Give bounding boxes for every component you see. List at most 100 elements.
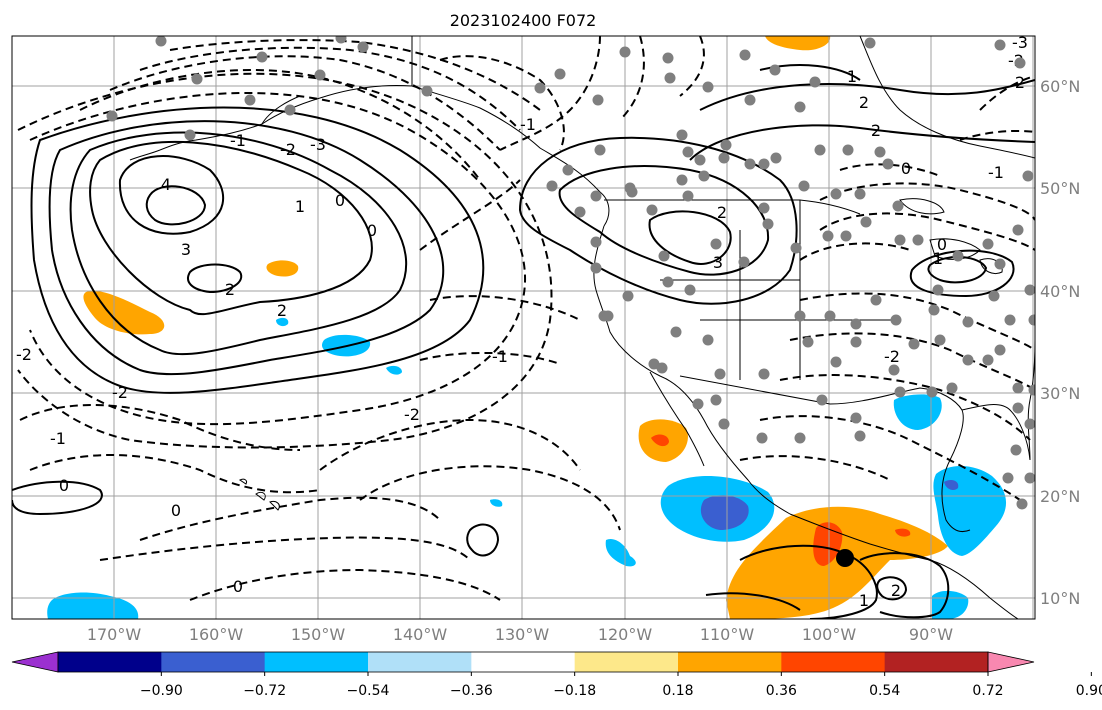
anomaly-shading	[47, 36, 1007, 619]
station-dot	[314, 69, 326, 81]
contour-label: 2	[717, 203, 727, 222]
station-dot	[602, 310, 614, 322]
station-dot	[1012, 402, 1024, 414]
station-dot	[656, 362, 668, 374]
map-panel: 4 3 2 1 0 -1 -2 -3 0 2 2 3 1 2 0 -1 0 1 …	[11, 33, 1036, 620]
lon-label: 170°W	[87, 625, 142, 644]
station-dot	[106, 110, 118, 122]
lon-label: 110°W	[700, 625, 755, 644]
station-dot	[762, 218, 774, 230]
contour-label: 3	[713, 253, 723, 272]
positive-anomaly-region	[651, 434, 669, 447]
station-dot	[676, 174, 688, 186]
station-dot	[710, 394, 722, 406]
station-dot	[892, 200, 904, 212]
lat-label: 40°N	[1040, 282, 1080, 301]
station-dot	[816, 394, 828, 406]
station-dot	[191, 73, 203, 85]
station-dot	[850, 336, 862, 348]
station-dot	[357, 41, 369, 53]
station-dot	[946, 382, 958, 394]
station-dot	[714, 368, 726, 380]
colorbar-label: −0.36	[450, 683, 493, 699]
station-dot	[824, 310, 836, 322]
contour-label: 1	[933, 249, 943, 268]
latitude-labels: 60°N 50°N 40°N 30°N 20°N 10°N	[1040, 77, 1080, 608]
station-dot	[982, 238, 994, 250]
contour-label: 0	[901, 159, 911, 178]
station-dot	[794, 432, 806, 444]
contour-label: 0	[335, 191, 345, 210]
lat-label: 10°N	[1040, 589, 1080, 608]
colorbar-segment	[368, 652, 472, 672]
station-dot	[850, 318, 862, 330]
negative-anomaly-region	[944, 480, 959, 490]
station-dot	[1014, 57, 1026, 69]
colorbar-extension-high	[987, 651, 1035, 673]
positive-contours	[12, 64, 1035, 619]
station-dot	[842, 144, 854, 156]
lat-label: 60°N	[1040, 77, 1080, 96]
longitude-labels: 170°W 160°W 150°W 140°W 130°W 120°W 110°…	[87, 625, 953, 644]
colorbar-segment	[678, 652, 782, 672]
observation-stations	[106, 36, 1035, 510]
station-dot	[718, 418, 730, 430]
negative-anomaly-region	[47, 592, 139, 619]
contour-label: -2	[404, 405, 420, 424]
station-dot	[590, 190, 602, 202]
contour-label: 2	[859, 93, 869, 112]
contour-label: -2	[280, 140, 296, 159]
station-dot	[662, 276, 674, 288]
contour-label: 0	[59, 476, 69, 495]
negative-anomaly-region	[893, 394, 942, 430]
contour-label: 1	[859, 591, 869, 610]
station-dot	[670, 326, 682, 338]
station-dot	[684, 284, 696, 296]
station-dot	[894, 234, 906, 246]
lat-label: 30°N	[1040, 384, 1080, 403]
positive-anomaly-region	[895, 528, 911, 537]
station-dot	[1028, 384, 1035, 396]
contour-label: -3	[310, 135, 326, 154]
station-dot	[184, 129, 196, 141]
colorbar-label: 0.36	[766, 683, 797, 699]
colorbar-segment	[264, 652, 369, 672]
lon-label: 160°W	[189, 625, 244, 644]
station-dot	[622, 290, 634, 302]
lon-label: 120°W	[598, 625, 653, 644]
station-dot	[809, 76, 821, 88]
contour-labels: 4 3 2 1 0 -1 -2 -3 0 2 2 3 1 2 0 -1 0 1 …	[16, 33, 1028, 610]
contour-label: 0	[233, 577, 243, 596]
positive-anomaly-region	[765, 36, 831, 51]
contour-label: -2	[112, 383, 128, 402]
negative-anomaly-region	[276, 317, 289, 327]
colorbar: −0.90 −0.72 −0.54 −0.36 −0.18 0.18 0.36 0.54 0.7…	[11, 651, 1102, 699]
contour-label: -1	[492, 347, 508, 366]
station-dot	[658, 250, 670, 262]
station-dot	[870, 294, 882, 306]
station-dot	[1012, 224, 1024, 236]
negative-anomaly-region	[605, 538, 636, 567]
station-dot	[790, 242, 802, 254]
colorbar-label: 0.72	[972, 683, 1003, 699]
station-dot	[1022, 170, 1034, 182]
station-dot	[758, 158, 770, 170]
station-dot	[962, 354, 974, 366]
station-dot	[256, 51, 268, 63]
station-dot	[794, 101, 806, 113]
station-dot	[982, 354, 994, 366]
colorbar-segment	[471, 652, 576, 672]
station-dot	[1024, 284, 1035, 296]
station-dot	[888, 364, 900, 376]
station-dot	[994, 258, 1006, 270]
negative-anomaly-region	[700, 495, 749, 530]
contour-label: 0	[367, 221, 377, 240]
contour-label: -3	[1012, 33, 1028, 52]
contour-label: 2	[225, 280, 235, 299]
station-dot	[244, 94, 256, 106]
colorbar-label: −0.90	[140, 683, 183, 699]
station-dot	[744, 158, 756, 170]
contour-label: 1	[295, 197, 305, 216]
station-dot	[769, 64, 781, 76]
